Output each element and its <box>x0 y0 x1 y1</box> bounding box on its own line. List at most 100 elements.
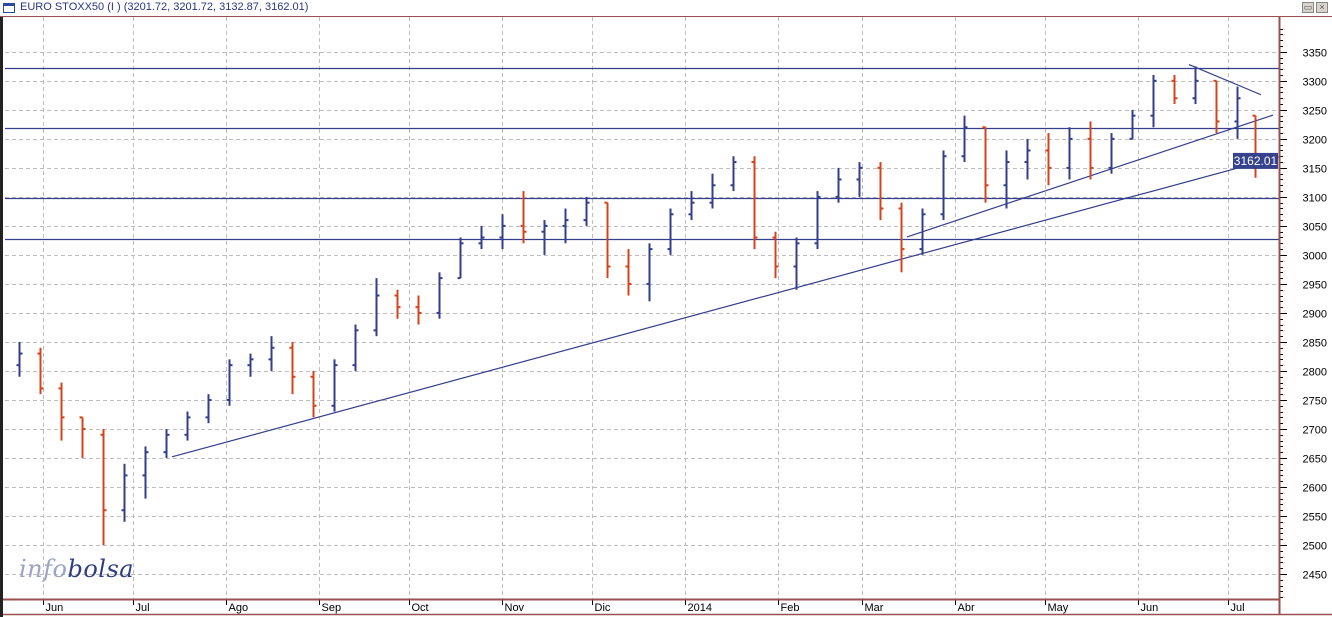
ohlc-bar <box>142 446 149 499</box>
x-tick-label: Nov <box>505 602 525 614</box>
restore-icon[interactable]: ▭ <box>1302 2 1314 13</box>
ohlc-bar <box>121 463 128 522</box>
axes: 2450 2500 2550 2600 2650 2700 2750 2800 2850 2900… <box>0 17 1332 617</box>
ohlc-bar <box>184 411 191 441</box>
ohlc-bar <box>1171 75 1178 105</box>
y-tick-label: 3100 <box>1303 193 1327 205</box>
y-tick-label: 3150 <box>1303 164 1327 176</box>
ohlc-bar <box>1129 109 1136 140</box>
ohlc-bar <box>856 162 863 197</box>
ohlc-bar <box>1024 138 1031 180</box>
ohlc-bar <box>835 167 842 203</box>
ohlc-bar <box>1213 79 1220 134</box>
ohlc-bar <box>562 208 569 244</box>
ohlc-bar <box>247 353 254 377</box>
ohlc-bar <box>961 115 968 163</box>
ohlc-bar <box>667 208 674 255</box>
x-tick-label: Dic <box>595 602 611 614</box>
ohlc-bar <box>1192 66 1199 105</box>
window-icon <box>3 3 15 13</box>
x-tick-label: Sep <box>322 602 342 614</box>
ohlc-bar <box>583 196 590 226</box>
ohlc-bar <box>940 150 947 221</box>
ohlc-bar <box>1150 75 1157 128</box>
ohlc-bar <box>58 382 65 441</box>
ohlc-bar <box>1087 121 1094 180</box>
ohlc-bar <box>604 201 611 279</box>
x-tick-label: Jul <box>1231 602 1245 614</box>
ohlc-bar <box>100 428 107 546</box>
ohlc-bar <box>79 416 86 458</box>
ohlc-bar <box>310 370 317 418</box>
ohlc-bar <box>373 278 380 337</box>
ohlc-bar <box>1108 133 1115 174</box>
ohlc-bar <box>394 289 401 319</box>
ohlc-bar <box>877 162 884 221</box>
ohlc-bar <box>982 126 989 203</box>
y-tick-label: 2600 <box>1303 483 1327 495</box>
trend-lines <box>171 64 1280 458</box>
ohlc-bar <box>751 156 758 250</box>
trend-line <box>171 156 1280 458</box>
y-tick-label: 3350 <box>1303 48 1327 60</box>
left-border <box>0 17 3 617</box>
ohlc-bar <box>352 324 359 371</box>
ohlc-bar <box>457 237 464 280</box>
ohlc-bar <box>625 249 632 296</box>
y-tick-label: 2800 <box>1303 367 1327 379</box>
ohlc-bar <box>919 208 926 255</box>
chart-title: EURO STOXX50 (I ) (3201.72, 3201.72, 313… <box>20 1 309 13</box>
ohlc-bar <box>1045 133 1052 186</box>
x-tick-label: Jun <box>1141 602 1159 614</box>
ohlc-bar <box>289 341 296 395</box>
x-tick-label: Ago <box>229 602 249 614</box>
horizontal-lines <box>5 67 1279 241</box>
ohlc-bar <box>793 237 800 290</box>
y-tick-label: 3250 <box>1303 106 1327 118</box>
y-tick-label: 2700 <box>1303 425 1327 437</box>
ohlc-bar <box>1066 127 1073 180</box>
ohlc-bar <box>226 359 233 406</box>
close-icon[interactable]: × <box>1316 2 1328 13</box>
y-tick-label: 2550 <box>1303 512 1327 524</box>
y-tick-label: 2650 <box>1303 454 1327 466</box>
ohlc-bar <box>268 336 275 371</box>
ohlc-bar <box>205 394 212 424</box>
ohlc-bar <box>688 191 695 221</box>
ohlc-bar <box>772 231 779 279</box>
ohlc-bar <box>730 156 737 192</box>
ohlc-bar <box>520 191 527 244</box>
y-tick-label: 2500 <box>1303 541 1327 553</box>
ohlc-bar <box>1003 150 1010 209</box>
x-tick-label: Jul <box>136 602 150 614</box>
ohlc-bar <box>415 295 422 325</box>
ohlc-bar <box>163 428 170 458</box>
infobolsa-logo: infobolsa <box>19 555 135 583</box>
ohlc-bar <box>814 191 821 250</box>
x-tick-label: Oct <box>412 602 429 614</box>
ohlc-bar <box>436 272 443 319</box>
x-tick-label: Abr <box>958 602 975 614</box>
ohlc-bar <box>37 347 44 395</box>
ohlc-bar <box>16 341 23 377</box>
ohlc-bar <box>478 225 485 250</box>
x-tick-label: Jun <box>46 602 64 614</box>
x-tick-label: Feb <box>781 602 800 614</box>
y-tick-label: 2850 <box>1303 338 1327 350</box>
grid <box>5 17 1279 599</box>
last-price-badge <box>1233 152 1278 169</box>
trend-line <box>1188 64 1262 96</box>
y-tick-label: 2750 <box>1303 396 1327 408</box>
last-price-label: 3162.01 <box>1234 154 1278 168</box>
ohlc-bar <box>499 214 506 250</box>
y-tick-label: 3300 <box>1303 77 1327 89</box>
x-tick-label: May <box>1048 602 1069 614</box>
y-tick-label: 3000 <box>1303 251 1327 263</box>
title-bar: EURO STOXX50 (I ) (3201.72, 3201.72, 313… <box>0 0 1332 17</box>
ohlc-bar <box>1234 86 1241 139</box>
ohlc-bar <box>646 243 653 302</box>
ohlc-bar <box>898 202 905 273</box>
ohlc-bar <box>709 173 716 209</box>
y-tick-label: 3050 <box>1303 222 1327 234</box>
